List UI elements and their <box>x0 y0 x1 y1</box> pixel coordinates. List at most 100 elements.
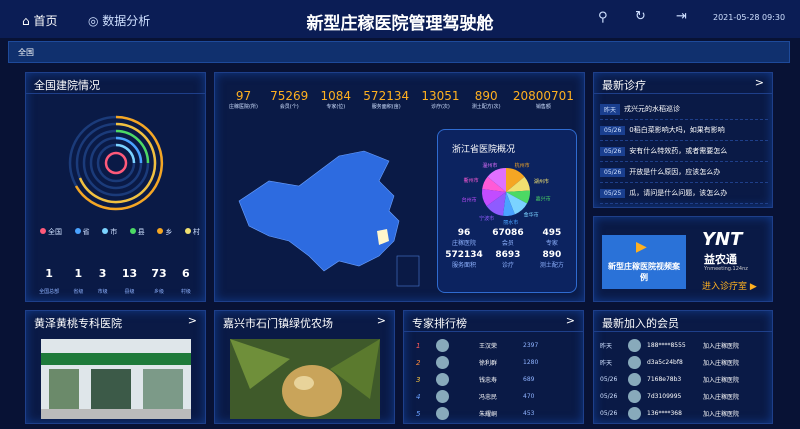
play-icon[interactable]: ▶ <box>636 239 647 255</box>
panel-title: 全国建院情况 <box>34 79 100 92</box>
item-date[interactable]: 05/26 <box>600 167 626 177</box>
legend-dot <box>157 228 164 234</box>
refresh-icon[interactable]: ↻ <box>635 9 646 24</box>
expert-rank: 4 <box>416 392 421 401</box>
zj-stat: 890 测土配方 <box>530 250 574 269</box>
diagnosis-item[interactable]: 05/26 开放是什么原因，应该怎么办 <box>600 162 768 183</box>
expert-name: 徐利群 <box>479 360 498 367</box>
enter-link[interactable]: 进入诊疗室 ▶ <box>702 282 757 292</box>
diagnosis-item[interactable]: 昨天 戎兴元的水稻巡诊 <box>600 99 768 120</box>
legend-label: 村 <box>192 228 200 236</box>
member-date: 05/26 <box>600 393 618 400</box>
zj-stat: 96 庄稼医院 <box>442 228 486 247</box>
member-row: 昨天 188****8555 加入庄稼医院 <box>600 337 768 354</box>
pie-slice[interactable] <box>502 192 515 216</box>
legend-dot <box>74 228 81 234</box>
more-link[interactable]: > <box>754 76 764 89</box>
member-date: 昨天 <box>600 343 613 350</box>
stat-label: 省级 <box>73 289 84 295</box>
legend-item: 村 <box>184 227 200 237</box>
legend-label: 全国 <box>48 228 62 236</box>
expert-score: 689 <box>523 376 535 383</box>
logout-icon[interactable]: ⇥ <box>676 9 687 24</box>
video-title[interactable]: 新型庄稼医院视频案例 <box>608 262 680 282</box>
more-link[interactable]: > <box>187 314 197 327</box>
item-date[interactable]: 05/26 <box>600 146 626 156</box>
search-icon[interactable]: ⚲ <box>598 10 608 25</box>
pie-slice[interactable] <box>487 168 506 192</box>
item-text[interactable]: 0稻白菜影响大吗，如果有影响 <box>629 126 725 134</box>
expert-avatar <box>436 373 449 386</box>
more-link[interactable]: > <box>376 314 386 327</box>
nav-analysis-label[interactable]: 数据分析 <box>102 14 151 28</box>
item-text[interactable]: 瓜，请问是什么问题，该怎么办 <box>629 189 728 197</box>
expert-name: 朱耀峒 <box>479 411 498 418</box>
item-text[interactable]: 开放是什么原因，应该怎么办 <box>629 168 721 176</box>
panel-title: 最新诊疗 <box>602 79 646 92</box>
kpi-value: 572134 <box>363 89 410 103</box>
video-thumb[interactable]: ▶ 新型庄稼医院视频案例 <box>602 235 686 289</box>
header <box>0 0 800 38</box>
kpi-value: 97 <box>235 89 252 103</box>
ad-panel[interactable]: ▶ 新型庄稼医院视频案例 YNT 益农通 Ynmeeting.124nz 进入诊… <box>593 216 773 302</box>
item-date[interactable]: 昨天 <box>600 103 621 115</box>
kpi: 13051 诊疗(次) <box>421 89 459 110</box>
member-action: 加入庄稼医院 <box>703 377 740 384</box>
brand-cn: 益农通 <box>704 253 737 266</box>
zj-stat-value: 495 <box>542 228 562 238</box>
zj-stat-label: 诊疗 <box>501 262 514 269</box>
breadcrumb[interactable]: 全国 <box>18 48 34 57</box>
kpi-value: 75269 <box>270 89 309 103</box>
member-date: 昨天 <box>600 360 613 367</box>
zj-stat-label: 服务面积 <box>451 262 476 269</box>
item-text[interactable]: 戎兴元的水稻巡诊 <box>624 105 681 113</box>
member-avatar <box>628 390 641 403</box>
stat-value: 1 <box>45 267 53 280</box>
pie-slice[interactable] <box>482 176 506 192</box>
expert-score: 1280 <box>523 359 539 366</box>
page-title: 新型庄稼医院管理驾驶舱 <box>306 14 494 34</box>
pie-slice[interactable] <box>506 168 525 192</box>
member-action: 加入庄稼医院 <box>703 360 740 367</box>
kpi-label: 测土配方(次) <box>471 104 501 110</box>
item-text[interactable]: 安有什么特效药，或者需要怎么 <box>629 147 728 155</box>
nav-home-label[interactable]: 首页 <box>33 14 58 28</box>
nav-home[interactable]: ⌂ 首页 <box>22 14 58 28</box>
pie-slice[interactable] <box>506 192 528 215</box>
china-map <box>238 150 420 287</box>
expert-row: 3 钱忠寿 689 <box>410 371 578 388</box>
stat: 6 村级 <box>181 267 191 295</box>
pie-slice[interactable] <box>486 192 506 216</box>
nav-analysis[interactable]: ◎ 数据分析 <box>88 14 151 28</box>
pie-label: 金华市 <box>524 212 539 219</box>
legend-dot <box>129 228 136 234</box>
item-date[interactable]: 05/26 <box>600 125 626 135</box>
members-list: 昨天 188****8555 加入庄稼医院 昨天 d3a5c24bf8 加入庄稼医院 05/… <box>600 337 768 422</box>
stat-label: 市级 <box>97 289 108 295</box>
diagnosis-item[interactable]: 05/25 瓜，请问是什么问题，该怎么办 <box>600 183 768 204</box>
zj-stat-value: 8693 <box>495 250 521 260</box>
diagnosis-item[interactable]: 05/26 0稻白菜影响大吗，如果有影响 <box>600 120 768 141</box>
expert-name: 冯忠民 <box>479 394 498 401</box>
zhejiang-title: 浙江省医院概况 <box>452 145 516 155</box>
stat-value: 3 <box>98 267 107 280</box>
diagnosis-item[interactable]: 05/26 安有什么特效药，或者需要怎么 <box>600 141 768 162</box>
members-panel: 最新加入的会员 昨天 188****8555 加入庄稼医院 昨天 d3a5c24bf8 加… <box>593 310 773 424</box>
pie-slice[interactable] <box>506 176 530 192</box>
legend-dot <box>102 228 109 234</box>
item-date[interactable]: 05/25 <box>600 188 626 198</box>
stat: 3 市级 <box>98 267 108 295</box>
hospital1-panel: 黄泽黄桃专科医院 > <box>25 310 206 424</box>
map-panel: 97 庄稼医院(所) 75269 会员(个) 1084 专家(位) 572134 服务面积(亩… <box>214 72 585 302</box>
member-row: 05/26 136****368 加入庄稼医院 <box>600 405 768 422</box>
breadcrumb-bar <box>8 41 790 63</box>
zhejiang-card: 浙江省医院概况 杭州市 湖州市 嘉兴市 金华市 丽水市 宁波市 台州市 衢州市 温州市 96 庄稼… <box>437 129 577 293</box>
kpi-label: 会员(个) <box>279 104 299 110</box>
pie-slice[interactable] <box>482 188 506 207</box>
stat: 13 县级 <box>122 267 137 295</box>
brand: YNT <box>702 229 743 250</box>
legend-label: 县 <box>137 228 145 236</box>
more-link[interactable]: > <box>565 314 575 327</box>
pie-slice[interactable] <box>506 190 530 204</box>
